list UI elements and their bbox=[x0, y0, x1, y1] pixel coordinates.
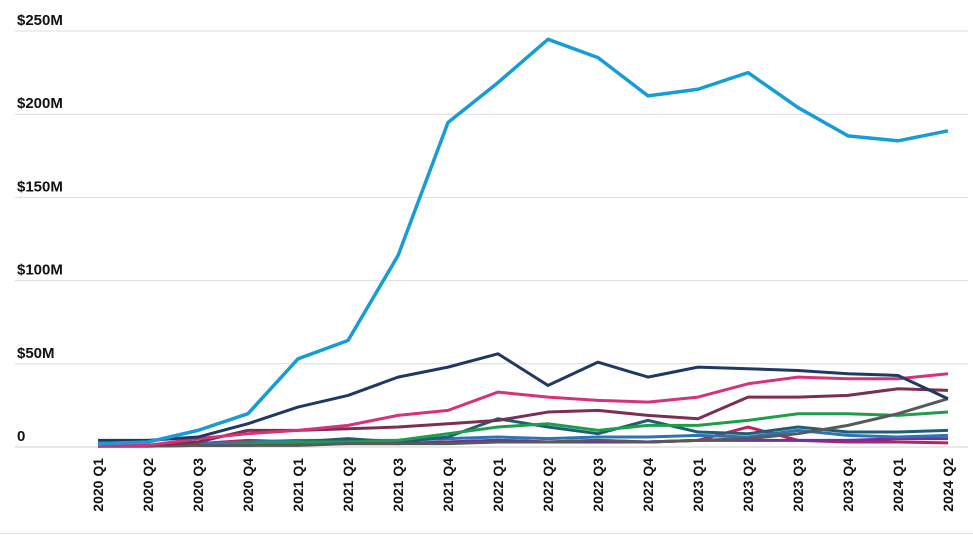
x-tick-label-2021-q1: 2021 Q1 bbox=[290, 458, 306, 512]
y-axis-labels: 0 $50M $100M $150M $200M $250M bbox=[17, 12, 63, 445]
series-line-light-blue[interactable] bbox=[97, 37, 949, 446]
y-tick-label-150: $150M bbox=[17, 178, 63, 195]
x-tick-label-2021-q3: 2021 Q3 bbox=[390, 458, 406, 512]
y-tick-label-0: 0 bbox=[17, 428, 25, 445]
x-tick-label-2022-q3: 2022 Q3 bbox=[590, 458, 606, 512]
x-tick-label-2021-q4: 2021 Q4 bbox=[440, 458, 456, 512]
series-line-pink[interactable] bbox=[98, 372, 949, 447]
chart-lines bbox=[97, 37, 949, 448]
x-tick-label-2023-q3: 2023 Q3 bbox=[790, 458, 806, 512]
x-tick-label-2023-q4: 2023 Q4 bbox=[840, 458, 856, 512]
series-line-navy[interactable] bbox=[98, 352, 949, 442]
x-tick-label-2020-q1: 2020 Q1 bbox=[90, 458, 106, 512]
page-bottom-divider bbox=[0, 533, 973, 534]
x-tick-label-2022-q1: 2022 Q1 bbox=[490, 458, 506, 512]
x-tick-label-2023-q2: 2023 Q2 bbox=[740, 458, 756, 512]
x-tick-label-2024-q1: 2024 Q1 bbox=[890, 458, 906, 512]
y-tick-label-200: $200M bbox=[17, 95, 63, 112]
x-tick-label-2020-q3: 2020 Q3 bbox=[190, 458, 206, 512]
x-axis-labels: 2020 Q1 2020 Q2 2020 Q3 2020 Q4 2021 Q1 2021 … bbox=[90, 458, 956, 512]
series-line-gray[interactable] bbox=[98, 397, 949, 448]
x-tick-label-2020-q4: 2020 Q4 bbox=[240, 458, 256, 512]
y-tick-label-250: $250M bbox=[17, 12, 63, 29]
y-tick-label-100: $100M bbox=[17, 262, 63, 279]
x-tick-label-2022-q2: 2022 Q2 bbox=[540, 458, 556, 512]
x-tick-label-2024-q2: 2024 Q2 bbox=[940, 458, 956, 512]
y-tick-label-50: $50M bbox=[17, 345, 55, 362]
x-tick-label-2023-q1: 2023 Q1 bbox=[690, 458, 706, 512]
x-tick-label-2021-q2: 2021 Q2 bbox=[340, 458, 356, 512]
x-tick-label-2020-q2: 2020 Q2 bbox=[140, 458, 156, 512]
x-tick-label-2022-q4: 2022 Q4 bbox=[640, 458, 656, 512]
gridlines bbox=[15, 30, 968, 448]
series-line-plum[interactable] bbox=[98, 387, 949, 447]
